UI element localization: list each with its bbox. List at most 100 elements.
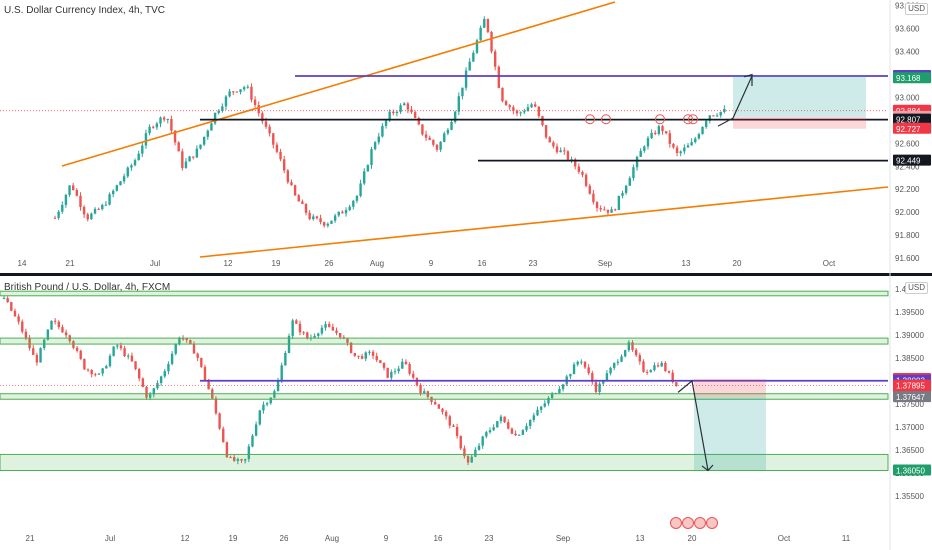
price-tag-label: 92.449 — [896, 157, 921, 166]
candle-body — [210, 123, 213, 131]
candle-body — [222, 428, 225, 443]
candle-body — [453, 111, 457, 122]
bottom-chart-title: British Pound / U.S. Dollar, 4h, FXCM — [4, 282, 171, 293]
candle-body — [13, 310, 17, 317]
candle-body — [251, 435, 254, 447]
time-tick-label: 26 — [325, 259, 334, 268]
time-tick-label: 9 — [429, 259, 434, 268]
candle-body — [293, 185, 297, 196]
candle-body — [412, 373, 415, 378]
time-tick-label: 14 — [18, 259, 27, 268]
support-resistance-zone — [0, 337, 889, 345]
candle-body — [275, 144, 279, 152]
candle-body — [6, 298, 9, 303]
candle-body — [242, 87, 246, 90]
candle-body — [346, 338, 349, 343]
stop-zone — [694, 379, 766, 398]
candle-body — [364, 352, 367, 359]
time-tick-label: 23 — [485, 534, 494, 543]
time-tick-label: Oct — [778, 534, 791, 543]
candle-body — [333, 215, 337, 221]
candle-body — [133, 160, 137, 166]
candle-body — [661, 126, 664, 132]
candle-body — [115, 185, 119, 191]
candle-body — [584, 174, 588, 186]
time-tick-label: 9 — [384, 534, 389, 543]
candle-body — [302, 332, 305, 334]
candle-body — [371, 351, 375, 356]
candle-body — [359, 183, 362, 196]
candle-body — [388, 111, 391, 121]
candle-body — [341, 211, 344, 214]
candle-body — [373, 142, 377, 150]
candle-body — [32, 348, 35, 355]
candle-body — [181, 151, 184, 168]
candle-body — [532, 415, 536, 420]
candle-body — [282, 159, 286, 171]
time-tick-label: Oct — [823, 259, 836, 268]
upper-trendline — [61, 1, 616, 167]
candle-body — [360, 356, 364, 359]
candle-body — [559, 150, 562, 153]
candle-body — [588, 185, 591, 194]
bottom-currency-box[interactable]: USD — [905, 282, 928, 294]
candle-body — [499, 416, 503, 422]
price-tick-label: 93.000 — [895, 93, 920, 102]
support-resistance-zone — [0, 393, 889, 400]
candle-body — [719, 111, 722, 116]
candle-body — [417, 117, 420, 125]
top-currency-box[interactable]: USD — [905, 3, 928, 15]
candle-body — [508, 105, 511, 108]
candle-body — [475, 40, 479, 53]
candle-body — [654, 132, 657, 135]
candle-body — [116, 345, 119, 347]
candle-body — [156, 383, 159, 389]
candle-body — [145, 386, 148, 398]
time-tick-label: 16 — [434, 534, 443, 543]
candle-body — [17, 316, 20, 322]
candle-body — [657, 126, 661, 135]
candle-body — [704, 120, 708, 127]
candle-body — [432, 139, 435, 145]
pane-separator — [0, 273, 932, 276]
candle-body — [366, 165, 370, 172]
candle-body — [605, 373, 609, 382]
candle-body — [523, 111, 526, 113]
candle-body — [550, 393, 554, 398]
candle-body — [228, 91, 231, 97]
time-tick-label: 13 — [682, 259, 691, 268]
candle-body — [152, 388, 156, 395]
price-tick-label: 1.37500 — [895, 400, 924, 409]
candle-body — [492, 427, 495, 431]
candle-body — [390, 372, 393, 378]
candle-body — [668, 133, 671, 144]
candle-body — [196, 353, 199, 358]
time-tick-label: Jul — [150, 259, 160, 268]
candle-body — [572, 364, 576, 375]
candle-body — [610, 209, 613, 213]
candle-body — [53, 320, 57, 322]
candle-body — [112, 190, 115, 195]
projection-arrow — [717, 75, 753, 127]
candle-body — [463, 448, 466, 457]
time-tick-label: 12 — [224, 259, 233, 268]
candle-body — [123, 348, 126, 357]
candle-body — [297, 195, 300, 202]
candle-body — [455, 426, 459, 437]
candle-body — [90, 369, 93, 375]
price-tag — [893, 122, 931, 134]
candle-body — [483, 19, 486, 28]
candle-body — [64, 194, 68, 205]
candle-body — [496, 421, 499, 428]
target-zone — [733, 76, 866, 117]
time-tick-label: 23 — [529, 259, 538, 268]
economic-event-icon — [694, 517, 706, 529]
candle-body — [130, 165, 133, 168]
candle-body — [675, 147, 679, 154]
candle-body — [324, 324, 327, 328]
projection-arrowhead — [743, 73, 753, 86]
candle-body — [403, 103, 406, 106]
candle-body — [646, 138, 650, 147]
candle-body — [301, 201, 304, 204]
candle-body — [576, 361, 579, 365]
